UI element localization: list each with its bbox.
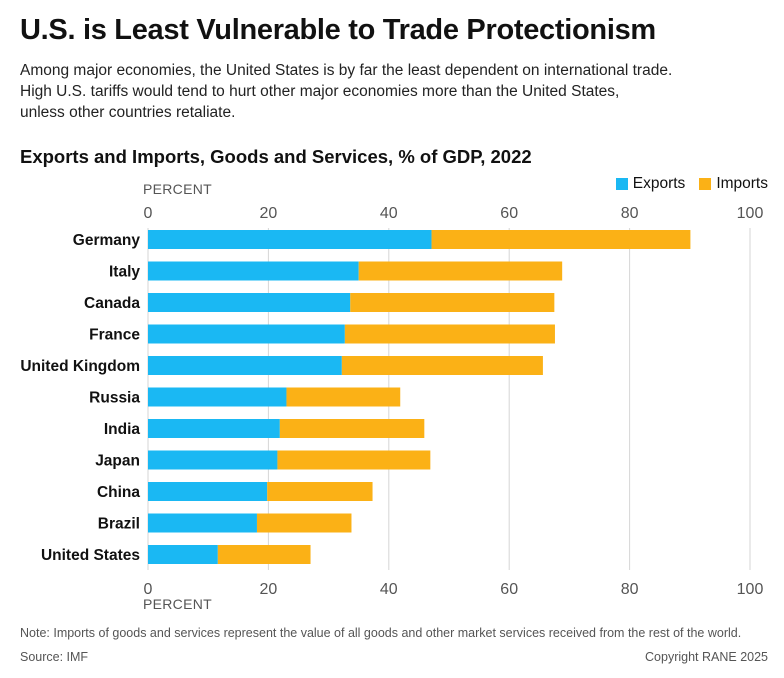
- category-label-united-kingdom: United Kingdom: [20, 358, 140, 375]
- bar-imports-united-states: [217, 545, 311, 564]
- bar-imports-brazil: [256, 513, 352, 533]
- top-tick-label-20: 20: [260, 205, 278, 222]
- legend-label-exports: Exports: [632, 175, 686, 192]
- top-axis-unit-label: PERCENT: [143, 181, 212, 197]
- bar-exports-japan: [148, 450, 278, 470]
- bar-exports-united-kingdom: [148, 356, 342, 375]
- copyright: Copyright RANE 2025: [645, 650, 768, 664]
- source-credit: Source: IMF: [20, 650, 89, 664]
- top-tick-label-40: 40: [380, 205, 398, 222]
- bottom-tick-label-100: 100: [737, 581, 764, 598]
- bottom-tick-label-20: 20: [260, 581, 278, 598]
- category-label-italy: Italy: [109, 264, 140, 281]
- top-tick-label-60: 60: [500, 205, 518, 222]
- subtitle-line-3: unless other countries retaliate.: [20, 104, 236, 121]
- footnote: Note: Imports of goods and services repr…: [20, 626, 742, 640]
- bar-imports-china: [267, 482, 373, 501]
- bar-imports-canada: [350, 293, 555, 312]
- category-label-russia: Russia: [89, 390, 140, 407]
- subtitle-line-1: Among major economies, the United States…: [20, 62, 673, 79]
- category-label-japan: Japan: [95, 453, 140, 470]
- bar-chart: 0 0 20 20 40 40 60 60 80 80 100 100 Germany Italy Cana…: [20, 205, 764, 598]
- bar-exports-russia: [148, 387, 287, 407]
- top-tick-label-100: 100: [737, 205, 764, 222]
- chart-title: Exports and Imports, Goods and Services,…: [20, 146, 532, 167]
- subtitle: Among major economies, the United States…: [20, 60, 770, 123]
- legend-label-imports: Imports: [716, 175, 768, 192]
- category-label-germany: Germany: [73, 232, 141, 249]
- bar-imports-germany: [431, 230, 691, 249]
- category-label-india: India: [104, 421, 141, 438]
- bar-exports-india: [148, 419, 280, 438]
- legend-item-exports: Exports: [615, 175, 686, 193]
- bar-exports-germany: [148, 230, 432, 249]
- legend-swatch-exports: [615, 178, 628, 190]
- bar-exports-united-states: [148, 545, 218, 564]
- bar-imports-italy: [358, 261, 563, 281]
- bottom-tick-label-40: 40: [380, 581, 398, 598]
- bottom-axis-unit-label: PERCENT: [143, 596, 212, 612]
- bar-imports-united-kingdom: [341, 356, 543, 375]
- bar-imports-france: [344, 324, 555, 344]
- legend-swatch-imports: [699, 178, 712, 190]
- bar-exports-italy: [148, 261, 359, 281]
- category-label-brazil: Brazil: [98, 516, 140, 533]
- bottom-tick-label-60: 60: [500, 581, 518, 598]
- category-label-canada: Canada: [84, 295, 140, 312]
- bar-exports-china: [148, 482, 268, 501]
- category-label-united-states: United States: [41, 547, 140, 564]
- bar-exports-france: [148, 324, 345, 344]
- bar-imports-russia: [286, 387, 401, 407]
- bottom-tick-label-80: 80: [621, 581, 639, 598]
- top-tick-label-80: 80: [621, 205, 639, 222]
- bar-imports-japan: [277, 450, 431, 470]
- top-tick-label-0: 0: [144, 205, 153, 222]
- bar-exports-brazil: [148, 513, 257, 533]
- headline: U.S. is Least Vulnerable to Trade Protec…: [20, 14, 656, 46]
- category-label-china: China: [97, 484, 140, 501]
- bottom-tick-label-0: 0: [144, 581, 153, 598]
- legend-item-imports: Imports: [699, 175, 768, 193]
- legend: Exports Imports: [615, 175, 768, 193]
- subtitle-line-2: High U.S. tariffs would tend to hurt oth…: [20, 83, 620, 100]
- bar-exports-canada: [148, 293, 351, 312]
- bar-imports-india: [279, 419, 425, 438]
- category-label-france: France: [89, 327, 140, 344]
